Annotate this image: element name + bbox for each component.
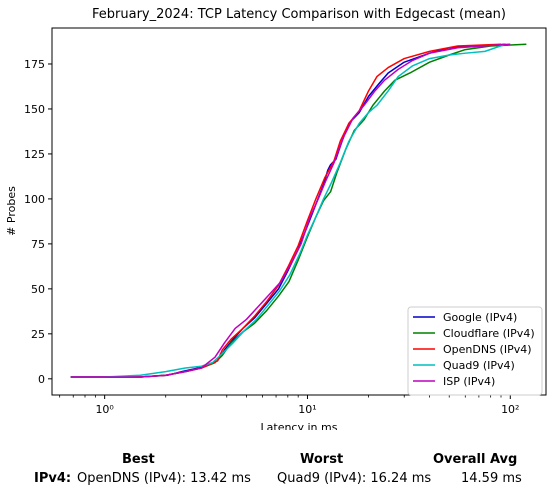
legend: Google (IPv4) Cloudflare (IPv4) OpenDNS (I…: [407, 306, 543, 396]
y-tick-label-3: 75: [31, 238, 45, 251]
overall-avg-header: Overall Avg: [433, 452, 518, 467]
worst-value: Quad9 (IPv4): 16.24 ms: [277, 471, 432, 486]
y-tick-label-0: 0: [38, 373, 45, 386]
overall-avg-value: 14.59 ms: [461, 471, 522, 486]
y-tick-label-5: 125: [24, 148, 45, 161]
ipv4-row-label: IPv4:: [34, 471, 72, 486]
chart-title: February_2024: TCP Latency Comparison wi…: [92, 7, 506, 22]
latency-cdf-chart: February_2024: TCP Latency Comparison wi…: [5, 7, 547, 430]
worst-header: Worst: [300, 452, 344, 467]
y-tick-label-2: 50: [31, 283, 45, 296]
x-axis-label: Latency in ms: [261, 421, 338, 430]
y-tick-label-4: 100: [24, 193, 45, 206]
x-tick-label-2: 10²: [501, 403, 519, 416]
legend-label-1: Cloudflare (IPv4): [443, 327, 535, 340]
y-tick-label-6: 150: [24, 103, 45, 116]
legend-label-3: Quad9 (IPv4): [443, 359, 515, 372]
best-value: OpenDNS (IPv4): 13.42 ms: [77, 471, 251, 486]
y-tick-label-7: 175: [24, 58, 45, 71]
best-header: Best: [122, 452, 155, 467]
legend-frame: [407, 306, 543, 396]
x-tick-label-1: 10¹: [298, 403, 316, 416]
x-tick-label-0: 10⁰: [95, 403, 114, 416]
y-axis-label: # Probes: [5, 186, 18, 236]
legend-label-2: OpenDNS (IPv4): [443, 343, 532, 356]
legend-label-0: Google (IPv4): [443, 311, 517, 324]
axis-ticks: 0 25 50 75 100 125 150 175 10⁰ 10¹ 10²: [24, 58, 519, 416]
series-curves: [70, 43, 527, 378]
plot-area-frame: [51, 27, 547, 396]
series-line-4: [70, 43, 511, 378]
y-tick-label-1: 25: [31, 328, 45, 341]
legend-label-4: ISP (IPv4): [443, 375, 495, 388]
